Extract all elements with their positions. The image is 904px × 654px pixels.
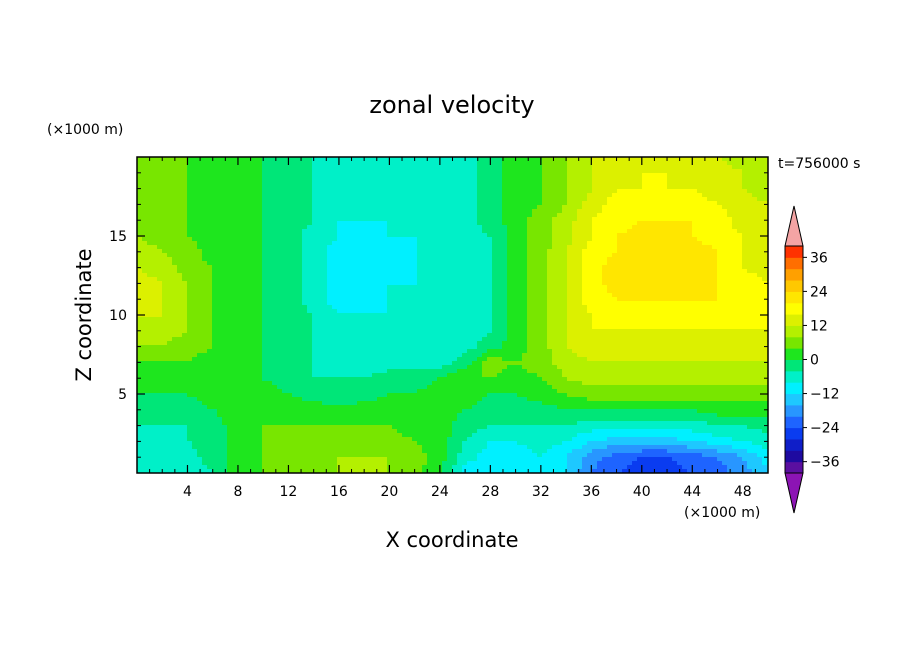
colorbar-segment	[785, 314, 803, 326]
colorbar-segment	[785, 427, 803, 440]
x-tick-label: 4	[183, 484, 192, 500]
x-tick-label: 8	[233, 484, 242, 500]
velocity-field	[137, 157, 769, 474]
colorbar-tick-label: −24	[810, 421, 840, 437]
colorbar-segment	[785, 280, 803, 292]
y-axis-label: Z coordinate	[72, 248, 96, 381]
x-tick-label: 24	[431, 484, 449, 500]
colorbar-segment	[785, 438, 803, 451]
x-tick-label: 48	[734, 484, 752, 500]
x-tick-label: 20	[380, 484, 398, 500]
colorbar-segment	[785, 359, 803, 372]
colorbar-segment	[785, 348, 803, 360]
colorbar-segment	[785, 291, 803, 304]
colorbar-segment	[785, 370, 803, 383]
y-unit-label: (×1000 m)	[47, 122, 123, 138]
y-axis: 5 10 15	[109, 172, 768, 458]
colorbar-segment	[785, 268, 803, 281]
x-tick-label: 28	[481, 484, 499, 500]
colorbar-tick-label: 12	[810, 318, 828, 334]
colorbar-segment	[785, 393, 803, 406]
colorbar-segment	[785, 450, 803, 463]
x-tick-label: 12	[280, 484, 298, 500]
x-axis-label: X coordinate	[385, 528, 518, 552]
colorbar-tick-label: −12	[810, 387, 840, 403]
chart-title: zonal velocity	[369, 91, 534, 119]
x-tick-label: 36	[582, 484, 600, 500]
colorbar-segment	[785, 336, 803, 349]
x-axis: 4 8 12 16 20 24 28 32 36 40 44 48	[149, 157, 756, 500]
y-tick-label: 10	[109, 308, 127, 324]
colorbar-segment	[785, 302, 803, 315]
colorbar-segment	[785, 416, 803, 429]
x-tick-label: 16	[330, 484, 348, 500]
colorbar-segment	[785, 257, 803, 270]
y-tick-label: 15	[109, 229, 127, 245]
colorbar-segment	[785, 325, 803, 338]
colorbar: 36 24 12 0 −12 −24 −36	[784, 205, 840, 514]
colorbar-segment	[785, 382, 803, 395]
time-label: t=756000 s	[778, 156, 860, 172]
colorbar-segment	[785, 461, 803, 474]
x-tick-label: 40	[633, 484, 651, 500]
colorbar-tick-label: 24	[810, 284, 828, 300]
x-unit-label: (×1000 m)	[684, 505, 760, 521]
x-tick-label: 32	[532, 484, 550, 500]
colorbar-segment	[785, 246, 803, 258]
colorbar-segment	[785, 404, 803, 417]
x-tick-label: 44	[683, 484, 701, 500]
y-tick-label: 5	[118, 387, 127, 403]
colorbar-tick-label: 0	[810, 353, 819, 369]
colorbar-tick-label: 36	[810, 250, 828, 266]
colorbar-tick-label: −36	[810, 455, 840, 471]
